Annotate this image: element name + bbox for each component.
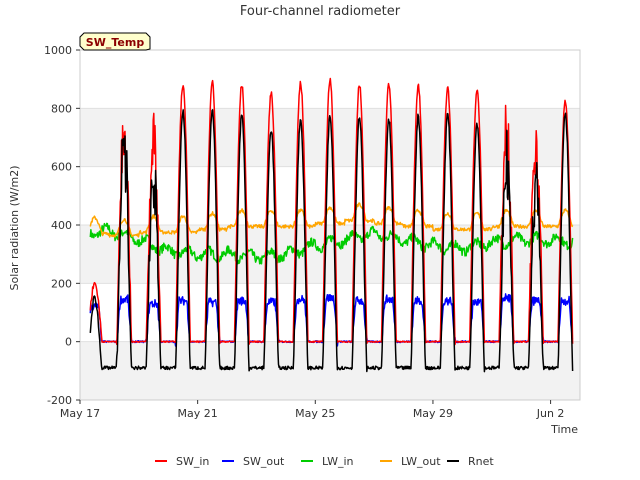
- x-axis-label: Time: [550, 423, 578, 436]
- x-tick-label: May 25: [295, 407, 335, 420]
- series-line-rnet: [89, 109, 574, 373]
- y-tick-label: 200: [51, 277, 72, 290]
- y-tick-label: 1000: [44, 44, 72, 57]
- legend-label: Rnet: [468, 455, 494, 468]
- y-tick-label: 400: [51, 219, 72, 232]
- y-axis-label: Solar radiation (W/m2): [8, 165, 21, 290]
- x-tick-label: May 29: [413, 407, 453, 420]
- y-tick-label: -200: [47, 394, 72, 407]
- grid-band: [80, 341, 580, 400]
- y-tick-label: 600: [51, 161, 72, 174]
- chart-title: Four-channel radiometer: [240, 4, 401, 19]
- legend-label: SW_in: [176, 455, 209, 468]
- legend-label: SW_out: [243, 455, 285, 468]
- grid-band: [80, 166, 580, 225]
- series-line-lw-out: [89, 202, 574, 238]
- sw-temp-tag-label: SW_Temp: [86, 36, 145, 49]
- sw-temp-tag-box: [79, 32, 151, 51]
- legend: SW_in SW_out LW_in LW_out Rnet: [155, 455, 494, 468]
- grid-band: [80, 283, 580, 342]
- legend-label: LW_in: [322, 455, 354, 468]
- x-axis-ticks: May 17 May 21 May 25 May 29 Jun 2: [60, 400, 565, 420]
- legend-label: LW_out: [401, 455, 441, 468]
- x-tick-label: May 17: [60, 407, 100, 420]
- y-axis-ticks: -200 0 200 400 600 800 1000: [44, 44, 80, 407]
- series-line-sw-in: [89, 77, 574, 346]
- grid-band: [80, 225, 580, 284]
- x-tick-label: May 21: [178, 407, 218, 420]
- x-tick-label: Jun 2: [536, 407, 565, 420]
- y-tick-label: 800: [51, 102, 72, 115]
- sw-temp-tag: SW_Temp: [79, 32, 151, 51]
- series-line-lw-in: [89, 222, 574, 265]
- y-tick-label: 0: [65, 336, 72, 349]
- series-layer: [89, 77, 574, 373]
